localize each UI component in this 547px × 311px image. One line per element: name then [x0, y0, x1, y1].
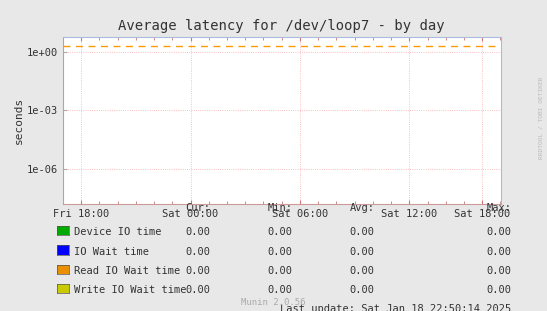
Text: 0.00: 0.00: [350, 247, 375, 257]
Text: Min:: Min:: [267, 203, 293, 213]
Y-axis label: seconds: seconds: [14, 97, 24, 144]
Text: 0.00: 0.00: [350, 266, 375, 276]
Text: 0.00: 0.00: [185, 266, 211, 276]
Text: Cur:: Cur:: [185, 203, 211, 213]
Text: Avg:: Avg:: [350, 203, 375, 213]
Text: Read IO Wait time: Read IO Wait time: [74, 266, 180, 276]
Text: 0.00: 0.00: [185, 227, 211, 237]
Text: 0.00: 0.00: [267, 285, 293, 295]
Text: 0.00: 0.00: [267, 266, 293, 276]
Text: 0.00: 0.00: [267, 227, 293, 237]
Text: 0.00: 0.00: [185, 247, 211, 257]
Text: 0.00: 0.00: [350, 227, 375, 237]
Text: Write IO Wait time: Write IO Wait time: [74, 285, 187, 295]
Text: Max:: Max:: [486, 203, 511, 213]
Text: RRDTOOL / TOBI OETIKER: RRDTOOL / TOBI OETIKER: [538, 77, 543, 160]
Text: 0.00: 0.00: [267, 247, 293, 257]
Text: Munin 2.0.56: Munin 2.0.56: [241, 298, 306, 307]
Title: Average latency for /dev/loop7 - by day: Average latency for /dev/loop7 - by day: [118, 19, 445, 33]
Text: IO Wait time: IO Wait time: [74, 247, 149, 257]
Text: 0.00: 0.00: [486, 247, 511, 257]
Text: 0.00: 0.00: [486, 285, 511, 295]
Text: Device IO time: Device IO time: [74, 227, 161, 237]
Text: 0.00: 0.00: [486, 227, 511, 237]
Text: 0.00: 0.00: [486, 266, 511, 276]
Text: 0.00: 0.00: [185, 285, 211, 295]
Text: Last update: Sat Jan 18 22:50:14 2025: Last update: Sat Jan 18 22:50:14 2025: [280, 304, 511, 311]
Text: 0.00: 0.00: [350, 285, 375, 295]
